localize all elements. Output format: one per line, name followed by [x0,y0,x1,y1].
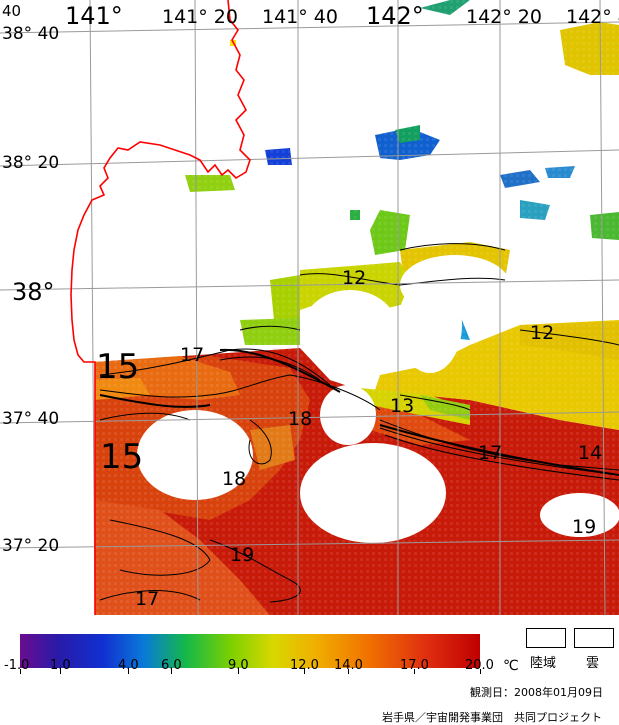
tick-mark [238,669,239,674]
cloud-areas [137,255,619,543]
temperature-colorbar [20,634,480,668]
tick-mark [20,669,21,674]
isotherm-label: 13 [390,395,415,417]
colorbar-tick: -1.0 [4,658,30,673]
map-graphics [0,0,619,615]
isotherm-label: 17 [478,442,503,464]
colorbar-tick: 20.0 [465,658,494,673]
cloud-swatch [574,628,614,648]
isotherm-label: 15 [96,347,140,387]
lon-label-141: 141° [65,2,123,30]
isotherm-label: 12 [530,322,555,344]
graticule [0,0,619,615]
lon-label-141-20: 141° 20 [162,6,238,28]
sea-surface-temperature-map: 141° 141° 20 141° 40 142° 142° 20 142° 4… [0,0,619,615]
isotherm-label: 19 [230,544,255,566]
isotherm-label: 14 [578,442,603,464]
land-label: 陸域 [530,656,557,671]
lon-label-142-40: 142° 40 [566,6,619,28]
cloud-label: 雲 [586,656,600,671]
tick-mark [414,669,415,674]
lat-label-38: 38° [12,278,55,306]
lat-label-38-20: 38° 20 [2,153,60,173]
colorbar-tick: 9.0 [228,658,249,673]
isotherm-label: 12 [342,267,367,289]
colorbar-tick: 4.0 [118,658,139,673]
isotherm-label: 15 [100,437,144,477]
lon-label-142: 142° [366,2,424,30]
lat-label-fragment: 40 [2,2,22,20]
legend: -1.0 1.0 4.0 6.0 9.0 12.0 14.0 17.0 20.0… [0,615,619,725]
lat-label-38-40: 38° 40 [2,24,60,44]
lon-label-142-20: 142° 20 [466,6,542,28]
isotherm-label: 18 [288,408,313,430]
isotherm-heavy-lines [99,348,619,476]
colorbar-tick: 14.0 [334,658,363,673]
isotherm-label: 19 [572,516,597,538]
isotherm-label: 17 [180,344,205,366]
isotherm-label: 17 [135,588,160,610]
colorbar-tick: 6.0 [161,658,182,673]
credit: 岩手県／宇宙開発事業団 共同プロジェクト [382,711,602,724]
isotherm-label: 18 [222,468,247,490]
colorbar-tick: 12.0 [290,658,319,673]
tick-mark [304,669,305,674]
tick-mark [128,669,129,674]
lon-label-141-40: 141° 40 [262,6,338,28]
tick-mark [480,669,481,674]
lat-label-37-20: 37° 20 [2,536,60,556]
temperature-unit: ℃ [503,658,519,674]
lat-label-37-40: 37° 40 [2,409,60,429]
observation-date: 観測日：2008年01月09日 [470,686,603,699]
tick-mark [348,669,349,674]
colorbar-tick: 1.0 [50,658,71,673]
land-swatch [526,628,566,648]
coastline [70,0,251,615]
tick-mark [60,669,61,674]
tick-mark [171,669,172,674]
colorbar-tick: 17.0 [400,658,429,673]
